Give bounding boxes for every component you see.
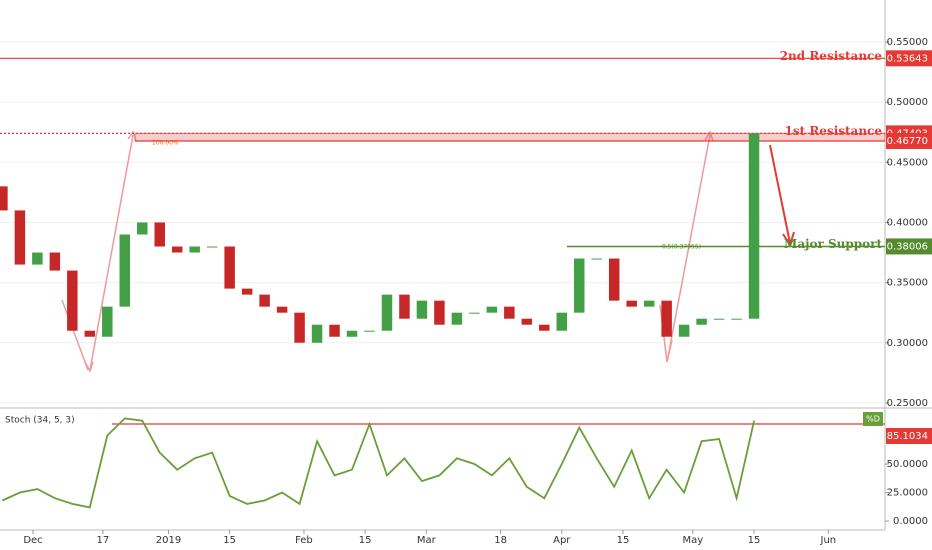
price-tag [886,428,932,445]
candle-body [49,252,61,271]
y-tick-label: 0.30000 [887,338,928,349]
candle-body [451,312,463,325]
candle-body [539,324,550,331]
price-tag-label: 85.1034 [887,431,928,442]
candle-body [591,258,602,260]
arrow-head [782,231,795,248]
candle-body [556,312,568,331]
y-tick-label: 0.25000 [887,398,928,409]
y-tick-label: 50.0000 [887,459,928,470]
x-tick-label: 18 [494,535,507,546]
candle-body [346,330,358,337]
arrow [61,299,89,371]
x-tick-label: 15 [359,535,372,546]
x-tick-label: 15 [617,535,630,546]
x-tick-label: Feb [295,535,313,546]
x-tick-label: 15 [223,535,236,546]
x-tick-label: Jun [820,535,837,546]
candle-body [521,318,533,325]
y-tick-label: 0.50000 [887,97,928,108]
price-tag [886,133,932,150]
y-tick-label: 0.40000 [887,217,928,228]
candle-body [504,306,515,319]
x-tick-label: Apr [553,535,571,546]
candle-body [626,300,637,307]
level-name: Major Support [784,237,882,251]
arrow [89,134,134,371]
indicator-title: Stoch (34, 5, 3) [5,416,75,426]
arrow-head [84,361,94,373]
arrows [61,130,795,373]
candle-body [189,246,200,253]
candle-body [276,306,288,313]
candle-body [381,294,393,331]
price-tag-label: 0.38006 [887,241,928,252]
price-tag [886,50,932,67]
price-tag [886,238,932,255]
candle-body [574,258,585,313]
price-tag-label: 0.53643 [887,53,928,64]
candle-body [224,246,235,289]
candle-body [154,222,165,247]
y-tick-label: 0.55000 [887,37,928,48]
candle-body [311,324,323,343]
candle-body [364,330,375,332]
candle-body [731,318,742,320]
fib-label: 100.00% [152,140,179,147]
candle-body [14,210,26,265]
candle-body [102,306,113,337]
resistance-zone [134,132,886,142]
legend-label: %D [866,415,880,424]
x-tick-label: Dec [23,535,42,546]
candle-body [434,300,445,325]
candle-body [748,133,760,319]
arrow [769,144,791,244]
candle-body [661,300,672,337]
arrow [666,134,711,363]
candle-body [171,246,183,253]
candle-body [241,288,253,295]
candle-body [713,318,725,320]
x-tick-label: 15 [748,535,761,546]
y-tick-label: 0.35000 [887,278,928,289]
y-tick-label: 0.45000 [887,157,928,168]
stoch-line [2,417,755,509]
candle-body [259,294,270,307]
candle-body [643,300,655,307]
candle-body [137,222,148,235]
y-tick-label: 25.0000 [887,488,928,499]
candle-body [119,234,131,307]
candle-body [32,252,43,265]
x-tick-label: May [683,535,704,546]
candle-body [84,330,96,337]
level-name: 1st Resistance [785,124,883,138]
candle-body [608,258,620,301]
price-tag-label: 0.46770 [887,136,928,147]
candle-body [399,294,410,319]
candle-body [0,186,8,211]
candle-body [294,312,305,343]
legend-badge [863,412,883,426]
x-tick-label: Mar [417,535,437,546]
y-tick-label: 0.0000 [893,516,928,527]
x-tick-label: 17 [97,535,110,546]
candle-body [67,270,78,331]
level-name: 2nd Resistance [780,49,883,63]
arrow-head [704,130,714,142]
candle-body [469,312,480,314]
candle-body [678,324,690,337]
candle-body [329,324,340,337]
candle-body [206,246,218,248]
candle-body [696,318,707,325]
x-tick-label: 2019 [156,535,181,546]
candle-body [486,306,498,313]
candle-body [416,300,428,319]
